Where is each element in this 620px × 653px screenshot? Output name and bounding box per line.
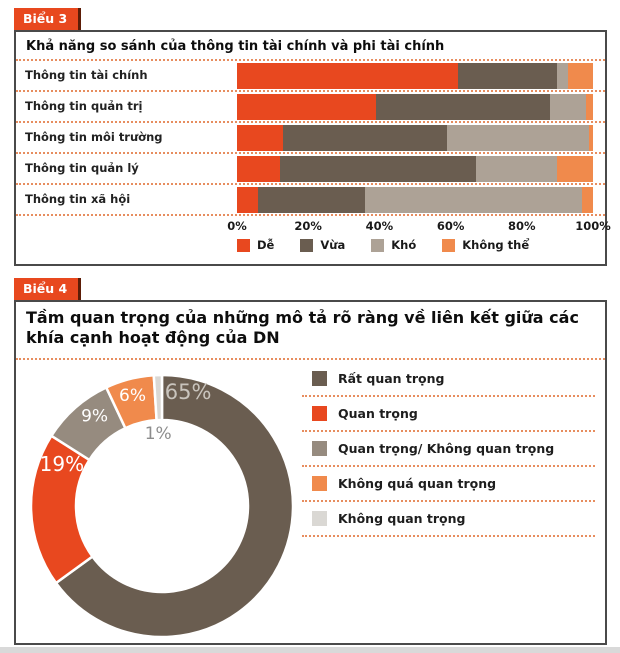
- x-axis-tick: 0%: [227, 219, 247, 233]
- x-axis-tick: 60%: [436, 219, 465, 233]
- bar-track: [237, 93, 593, 120]
- bar-segment: [237, 186, 259, 213]
- legend-label: Quan trọng/ Không quan trọng: [338, 441, 555, 456]
- chart3-panel: Khả năng so sánh của thông tin tài chính…: [14, 30, 611, 266]
- donut-value-label: 9%: [81, 407, 108, 427]
- legend-swatch: [312, 441, 327, 456]
- bar-row: Thông tin tài chính: [16, 61, 605, 92]
- chart4-content: 65% 19% 9% 6% 1% Rất quan trọng Quan trọng Qua…: [16, 360, 605, 643]
- legend-item: Rất quan trọng: [302, 362, 595, 397]
- bar-segment: [582, 186, 593, 213]
- bar-segment: [557, 62, 569, 89]
- bar-segment: [279, 155, 476, 182]
- bar-segment: [447, 124, 590, 151]
- bar-row: Thông tin môi trường: [16, 123, 605, 154]
- bar-row-label: Thông tin quản lý: [25, 161, 139, 176]
- chart4-title: Tầm quan trọng của những mô tả rõ ràng v…: [16, 302, 605, 360]
- legend-item: Không thể: [442, 238, 529, 252]
- legend-swatch: [371, 238, 385, 252]
- bar-track: [237, 155, 593, 182]
- bar-segment: [258, 186, 366, 213]
- bar-row-label: Thông tin quản trị: [25, 99, 143, 114]
- bar-segment: [283, 124, 448, 151]
- bar-segment: [365, 186, 583, 213]
- legend-swatch: [300, 238, 314, 252]
- legend-label: Rất quan trọng: [338, 371, 445, 386]
- bar-segment: [457, 62, 558, 89]
- bar-row: Thông tin xã hội: [16, 185, 605, 216]
- chart3-title: Khả năng so sánh của thông tin tài chính…: [16, 32, 605, 61]
- bar-segment: [475, 155, 558, 182]
- legend-label: Không quá quan trọng: [338, 476, 497, 491]
- legend-label: Khó: [391, 238, 417, 252]
- bar-segment: [237, 62, 458, 89]
- x-axis-tick: 100%: [575, 219, 611, 233]
- legend-swatch: [312, 406, 327, 421]
- bar-row-label: Thông tin tài chính: [25, 68, 148, 83]
- bar-row-label: Thông tin môi trường: [25, 130, 163, 145]
- donut-slice: [152, 373, 164, 422]
- bar-row: Thông tin quản trị: [16, 92, 605, 123]
- bar-segment: [568, 62, 593, 89]
- bar-track: [237, 186, 593, 213]
- chart3-x-axis: 0% 20% 40% 60% 80% 100%: [227, 216, 611, 235]
- x-axis-tick: 20%: [294, 219, 322, 233]
- bar-segment: [585, 93, 593, 120]
- donut-slice: [54, 373, 295, 639]
- bar-segment: [237, 93, 376, 120]
- legend-item: Vừa: [300, 238, 345, 252]
- chart4-legend: Rất quan trọng Quan trọng Quan trọng/ Khôn…: [302, 362, 595, 537]
- legend-swatch: [237, 238, 250, 252]
- legend-label: Quan trọng: [338, 406, 418, 421]
- chart4-tab-badge: Biểu 4: [14, 278, 82, 300]
- legend-label: Dễ: [257, 238, 275, 252]
- x-axis-tick: 80%: [508, 219, 536, 233]
- donut-value-label: 6%: [119, 386, 146, 406]
- chart3-bars-area: Thông tin tài chính Thông tin quản trị Thô…: [16, 61, 605, 216]
- page-bottom-strip: [0, 647, 620, 653]
- bar-row: Thông tin quản lý: [16, 154, 605, 185]
- legend-item: Khó: [371, 238, 416, 252]
- legend-swatch: [312, 371, 327, 386]
- legend-swatch: [312, 511, 327, 526]
- legend-label: Không quan trọng: [338, 511, 466, 526]
- donut-chart: 65% 19% 9% 6% 1%: [29, 373, 295, 639]
- chart3-tab-badge: Biểu 3: [14, 8, 82, 30]
- legend-item: Quan trọng/ Không quan trọng: [302, 432, 595, 467]
- chart3-legend: Dễ Vừa Khó Không thể: [237, 238, 605, 252]
- legend-swatch: [442, 238, 456, 252]
- legend-item: Dễ: [237, 238, 274, 252]
- x-axis-tick: 40%: [365, 219, 394, 233]
- donut-value-label: 1%: [145, 424, 172, 444]
- bar-segment: [375, 93, 551, 120]
- legend-item: Không quan trọng: [302, 502, 595, 537]
- bar-segment: [237, 155, 280, 182]
- legend-label: Không thể: [462, 238, 530, 252]
- bar-track: [237, 124, 593, 151]
- bar-segment: [550, 93, 586, 120]
- bar-track: [237, 62, 593, 89]
- bar-segment: [557, 155, 593, 182]
- legend-label: Vừa: [320, 238, 346, 252]
- bar-segment: [589, 124, 593, 151]
- legend-item: Quan trọng: [302, 397, 595, 432]
- chart4-panel: Tầm quan trọng của những mô tả rõ ràng v…: [14, 300, 607, 645]
- legend-item: Không quá quan trọng: [302, 467, 595, 502]
- bar-segment: [237, 124, 284, 151]
- donut-value-label: 19%: [40, 452, 84, 476]
- legend-swatch: [312, 476, 327, 491]
- donut-value-label: 65%: [165, 380, 212, 404]
- bar-row-label: Thông tin xã hội: [25, 192, 131, 207]
